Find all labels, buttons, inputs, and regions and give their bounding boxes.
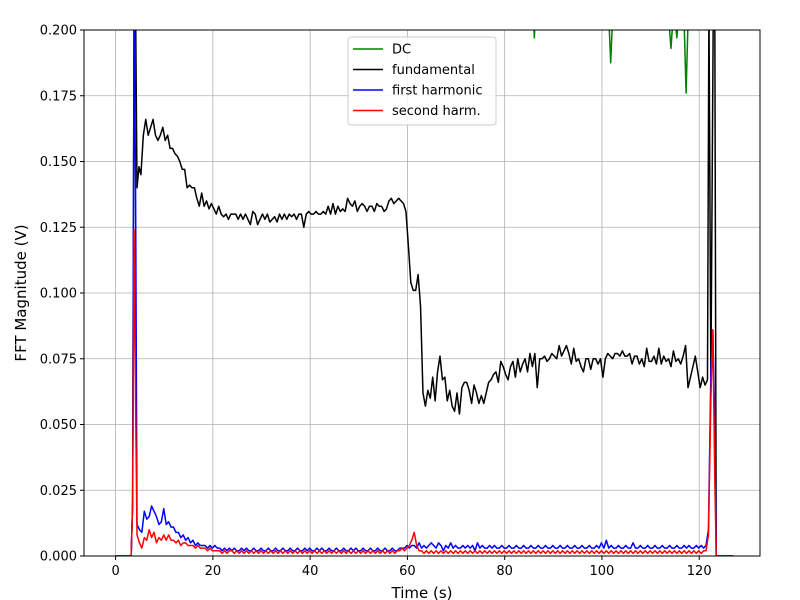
series-layer — [115, 30, 734, 556]
y-axis-label: FFT Magnitude (V) — [12, 224, 30, 361]
y-tick-label: 0.125 — [40, 221, 77, 236]
x-tick-label: 0 — [111, 564, 119, 579]
series-line-first-harmonic — [115, 30, 734, 556]
x-tick-label: 120 — [687, 564, 712, 579]
x-tick-label: 80 — [496, 564, 513, 579]
y-tick-label: 0.075 — [40, 352, 77, 367]
x-tick-label: 100 — [590, 564, 615, 579]
y-axis-ticks: 0.000 0.025 0.050 0.075 0.100 0.125 0.150 0.175… — [40, 24, 84, 565]
legend-box — [347, 36, 497, 126]
legend-label-first-harmonic: first harmonic — [392, 84, 482, 99]
y-tick-label: 0.150 — [40, 155, 77, 170]
legend-label-second-harm: second harm. — [392, 104, 481, 119]
legend-label-fundamental: fundamental — [392, 63, 475, 78]
x-tick-label: 60 — [399, 564, 416, 579]
y-tick-label: 0.175 — [40, 89, 77, 104]
y-tick-label: 0.000 — [40, 550, 77, 565]
y-tick-label: 0.100 — [40, 287, 77, 302]
x-axis-label: Time (s) — [391, 584, 453, 600]
legend-label-dc: DC — [392, 43, 411, 58]
x-tick-label: 40 — [302, 564, 319, 579]
y-tick-label: 0.025 — [40, 484, 77, 499]
x-axis-ticks: 0 20 40 60 80 100 120 — [111, 556, 712, 579]
legend: DC fundamental first harmonic second harm. — [347, 36, 497, 126]
series-line-second-harm — [115, 229, 734, 556]
y-tick-label: 0.200 — [40, 24, 77, 39]
x-tick-label: 20 — [205, 564, 222, 579]
y-tick-label: 0.050 — [40, 418, 77, 433]
series-line-fundamental — [115, 30, 734, 556]
